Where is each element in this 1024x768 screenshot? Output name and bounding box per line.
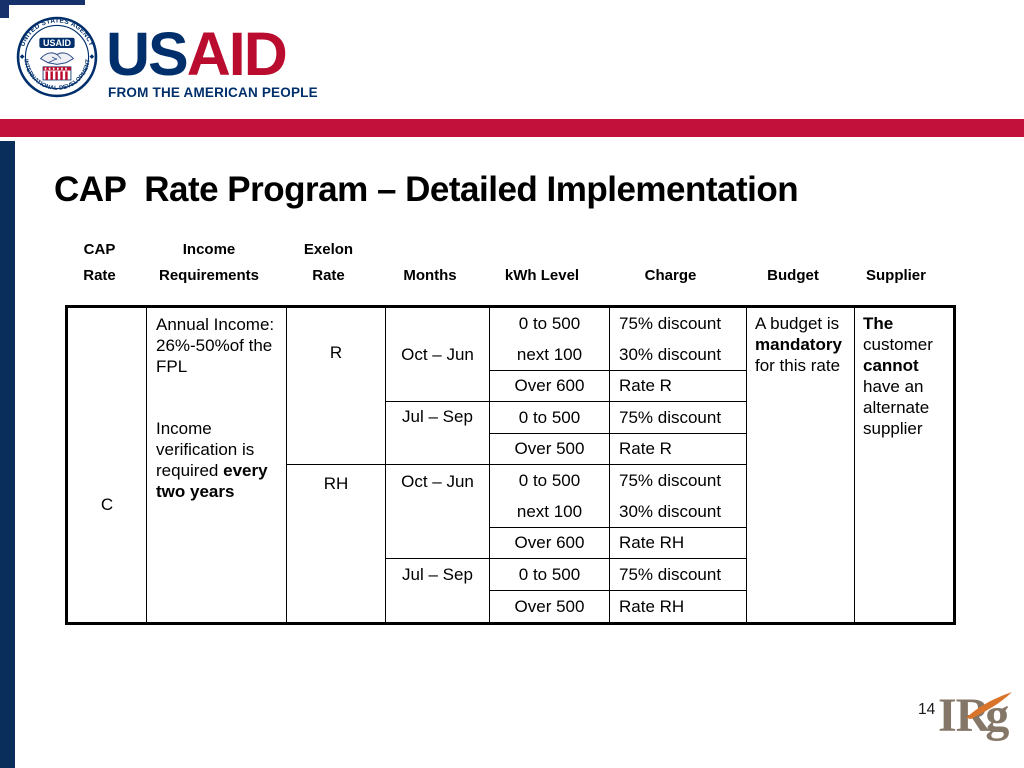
charge-cell: 75% discount — [610, 559, 747, 591]
seal-center-text: USAID — [43, 38, 72, 48]
kwh-cell: 0 to 500 — [490, 464, 610, 497]
header-cap-rate: CAP Rate — [83, 241, 116, 284]
supplier-cell: The customer cannot have an alternate su… — [863, 314, 933, 438]
charge-cell: 75% discount — [610, 308, 747, 340]
kwh-cell: 0 to 500 — [490, 559, 610, 591]
handshake-emblem — [39, 52, 75, 65]
header-exelon-rate: Exelon Rate — [303, 241, 354, 284]
charge-cell: Rate RH — [610, 527, 747, 560]
kwh-cell: next 100 — [490, 339, 610, 371]
wordmark-us: US — [106, 20, 189, 88]
charge-cell: Rate R — [610, 370, 747, 403]
kwh-cell: 0 to 500 — [490, 308, 610, 340]
months-cell: Jul – Sep — [386, 559, 490, 622]
charge-cell: 75% discount — [610, 464, 747, 497]
usaid-tagline: FROM THE AMERICAN PEOPLE — [108, 85, 318, 100]
kwh-cell: next 100 — [490, 496, 610, 528]
charge-cell: 30% discount — [610, 339, 747, 371]
usaid-wordmark: USAID — [106, 24, 288, 85]
exelon-rate-rh-cell: RH — [287, 464, 386, 622]
charge-cell: Rate RH — [610, 590, 747, 622]
income-paragraph-1: Annual Income: 26%-50%of the FPL — [156, 315, 275, 376]
template-corner-block — [0, 0, 9, 18]
months-cell: Jul – Sep — [386, 402, 490, 465]
side-accent-bar — [0, 141, 15, 768]
header-charge: Charge — [644, 266, 697, 284]
seal-shield — [42, 66, 72, 81]
page-title: CAP Rate Program – Detailed Implementati… — [54, 170, 799, 209]
income-paragraph-2: Income verification is required every tw… — [156, 419, 268, 501]
kwh-cell: Over 500 — [490, 590, 610, 622]
irg-logo-text: IR — [938, 689, 990, 742]
header-months: Months — [403, 266, 457, 284]
header-kwh-level: kWh Level — [504, 266, 580, 284]
kwh-cell: Over 500 — [490, 433, 610, 465]
kwh-cell: Over 600 — [490, 370, 610, 403]
cap-rate-table: C Annual Income: 26%-50%of the FPL Incom… — [65, 305, 956, 625]
table-column-headers: CAP Rate Income Requirements Exelon Rate Mo… — [60, 237, 945, 288]
income-requirements-cell: Annual Income: 26%-50%of the FPL Income … — [147, 308, 287, 622]
charge-cell: 30% discount — [610, 496, 747, 528]
charge-cell: 75% discount — [610, 402, 747, 434]
wordmark-aid: AID — [186, 20, 288, 88]
header-supplier: Supplier — [865, 266, 926, 284]
header-budget: Budget — [767, 266, 819, 284]
cap-rate-cell: C — [68, 308, 147, 622]
usaid-seal-icon: UNITED STATES AGENCY INTERNATIONAL DEVEL… — [16, 16, 98, 98]
header-income-requirements: Income Requirements — [158, 241, 260, 284]
irg-swoosh-icon — [966, 692, 1012, 719]
budget-cell: A budget is mandatory for this rate — [747, 308, 855, 622]
irg-logo: IRg — [938, 692, 1016, 750]
months-cell: Oct – Jun — [386, 308, 490, 403]
charge-cell: Rate R — [610, 433, 747, 465]
template-corner-strip — [0, 0, 85, 5]
kwh-cell: 0 to 500 — [490, 402, 610, 434]
red-divider-bar — [0, 119, 1024, 137]
months-cell: Oct – Jun — [386, 464, 490, 560]
page-number: 14 — [918, 701, 936, 718]
exelon-rate-r-cell: R — [287, 308, 386, 465]
kwh-cell: Over 600 — [490, 527, 610, 560]
